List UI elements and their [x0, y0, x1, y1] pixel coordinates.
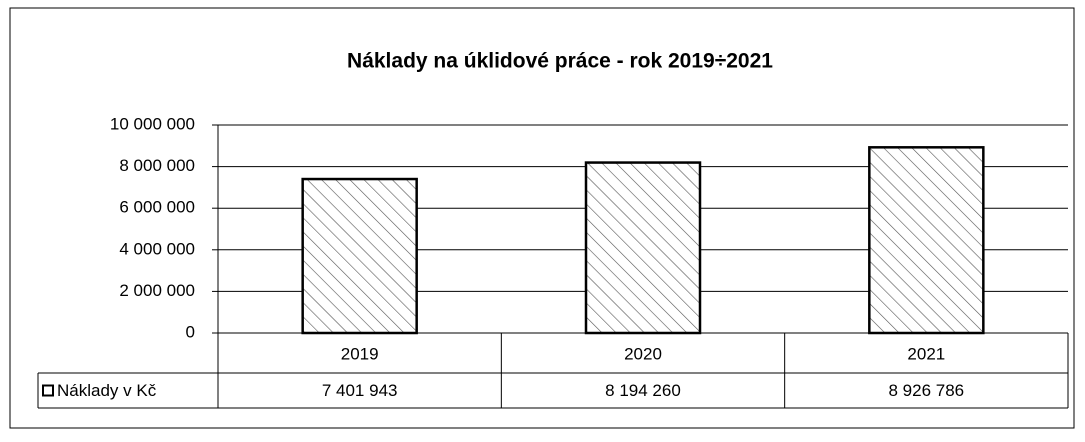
data-label: 7 401 943	[322, 381, 398, 400]
y-tick-label: 2 000 000	[119, 281, 195, 300]
chart-title: Náklady na úklidové práce - rok 2019÷202…	[347, 50, 773, 73]
x-tick-label: 2021	[907, 344, 945, 363]
y-tick-label: 6 000 000	[119, 198, 195, 217]
legend-label: Náklady v Kč	[57, 381, 157, 400]
data-label: 8 926 786	[889, 381, 965, 400]
bar	[301, 177, 418, 335]
y-tick-label: 10 000 000	[110, 114, 195, 133]
bar	[868, 146, 985, 335]
x-tick-label: 2019	[341, 344, 379, 363]
x-tick-label: 2020	[624, 344, 662, 363]
y-tick-label: 0	[186, 322, 195, 341]
bar	[584, 161, 702, 335]
data-label: 8 194 260	[605, 381, 681, 400]
y-tick-label: 4 000 000	[119, 239, 195, 258]
y-tick-label: 8 000 000	[119, 156, 195, 175]
legend-swatch	[42, 384, 54, 397]
